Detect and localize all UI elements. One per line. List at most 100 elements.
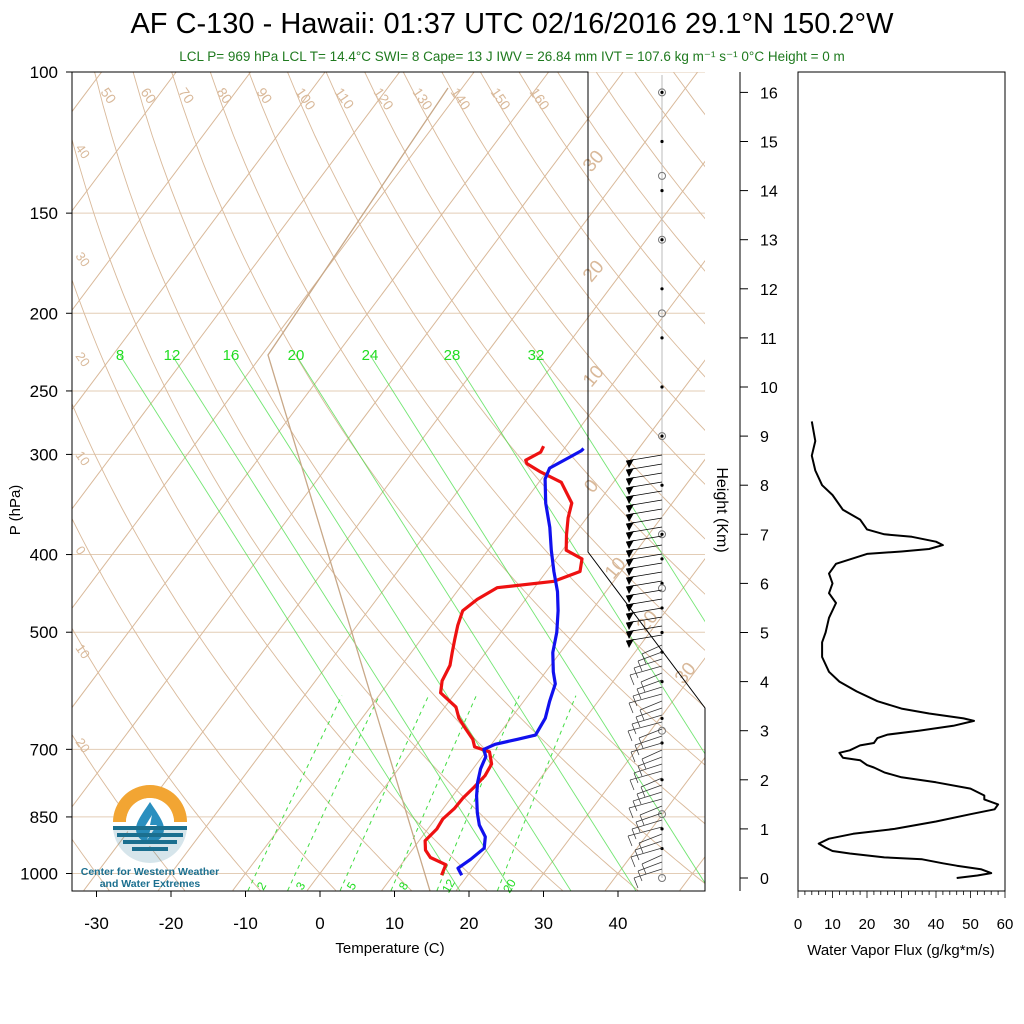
y-tick-label: 200 <box>30 304 58 323</box>
height-tick-label: 3 <box>760 724 769 741</box>
y-tick-label: 250 <box>30 382 58 401</box>
isotherm-left-label: 10 <box>73 641 94 661</box>
height-tick-label: 7 <box>760 527 769 544</box>
isotherm-top-label: 50 <box>98 85 120 107</box>
isotherm-top-label: 80 <box>214 85 236 107</box>
wind-barb <box>635 812 663 823</box>
isotherm-line <box>72 72 624 808</box>
wind-flag <box>626 612 634 621</box>
wind-barb <box>632 695 638 707</box>
parcel-line <box>267 87 449 891</box>
wind-flag <box>626 495 634 504</box>
wind-barb <box>630 751 636 763</box>
x-tick-label: -30 <box>84 914 109 933</box>
isotherm-line <box>72 72 475 609</box>
isotherm-line <box>754 72 1024 890</box>
calm-circle <box>658 432 666 441</box>
wind-barb <box>637 861 663 872</box>
x-tick-label: 0 <box>315 914 324 933</box>
height-tick-label: 6 <box>760 576 769 593</box>
wind-flag <box>626 477 634 486</box>
isotherm-left-label: 30 <box>73 249 94 269</box>
barb-dot <box>660 434 664 438</box>
mixing-ratio-top-label: 20 <box>288 347 305 364</box>
wind-barb <box>632 686 663 697</box>
logo-line-2: and Water Extremes <box>99 878 201 890</box>
calm-circle <box>658 88 666 97</box>
main-frame <box>71 71 706 892</box>
barb-dot <box>660 680 664 684</box>
height-tick-label: 1 <box>760 822 769 839</box>
mixing-ratio-line <box>535 354 705 623</box>
barb-dot <box>660 385 664 389</box>
wind-flag <box>626 522 634 531</box>
barb-dot <box>660 189 664 193</box>
wind-flag <box>626 504 634 513</box>
isotherm-line <box>72 72 177 212</box>
wind-barb <box>632 791 663 802</box>
wind-barb <box>627 721 663 732</box>
dry-adiabat <box>634 72 705 168</box>
calm-circle <box>658 235 666 244</box>
calm-circle <box>658 874 666 882</box>
barb-dot <box>660 532 664 536</box>
mixing-ratio-bottom-label: 20 <box>500 876 519 895</box>
wind-flag <box>626 567 634 576</box>
wind-barb <box>628 798 663 809</box>
y-tick-label: 850 <box>30 808 58 827</box>
mixing-ratio-top-label: 28 <box>444 347 461 364</box>
wind-barb <box>633 658 663 669</box>
x-tick-label: -20 <box>159 914 184 933</box>
calm-circle <box>658 309 666 318</box>
flux-x-tick-label: 50 <box>962 916 979 933</box>
y-tick-label: 400 <box>30 546 58 565</box>
adiabat-right-label: 10 <box>579 362 609 392</box>
barb-dot <box>660 581 664 586</box>
isotherm-left-label: 20 <box>73 735 94 755</box>
x-axis-label: Temperature (C) <box>335 940 444 957</box>
isotherm-left-label: 20 <box>73 349 94 369</box>
isotherm-line <box>72 72 326 411</box>
x-tick-label: 30 <box>534 914 553 933</box>
isotherm-line <box>455 557 705 891</box>
y-tick-label: 100 <box>30 63 58 82</box>
calm-circle <box>658 171 666 180</box>
wind-barb <box>630 856 636 868</box>
mixing-ratio-top-label: 16 <box>223 347 240 364</box>
wind-barb <box>632 800 638 812</box>
wind-barb <box>629 665 663 676</box>
wind-barb <box>641 749 663 760</box>
dry-adiabat <box>364 72 705 540</box>
parcel-path <box>267 87 449 891</box>
mixing-ratio-bottom-label: 5 <box>344 879 360 892</box>
adiabat-right-label: 10 <box>601 554 631 584</box>
dry-adiabat <box>441 72 705 431</box>
wind-flag <box>626 621 634 630</box>
wind-barb <box>629 674 635 686</box>
flux-x-tick-label: 40 <box>928 916 945 933</box>
sounding-profiles <box>423 445 585 876</box>
flux-x-tick-label: 60 <box>997 916 1014 933</box>
wind-barb <box>627 826 663 837</box>
y-tick-label: 500 <box>30 623 58 642</box>
isotherm-top-label: 90 <box>254 85 276 107</box>
wind-barb <box>634 840 663 851</box>
dry-adiabat <box>248 72 705 708</box>
isotherm-line <box>0 72 27 890</box>
wind-barb <box>628 702 634 714</box>
wind-barb <box>641 854 663 865</box>
wind-flag <box>626 576 634 585</box>
height-tick-label: 8 <box>760 478 769 495</box>
isotherm-top-label: 150 <box>488 85 515 113</box>
wind-barb <box>629 779 635 791</box>
dry-adiabat <box>595 72 705 220</box>
y-axis-label: P (hPa) <box>7 485 24 536</box>
flux-x-tick-label: 20 <box>859 916 876 933</box>
wind-barb <box>633 868 663 879</box>
isotherm-top-label: 110 <box>332 85 358 113</box>
x-tick-label: -10 <box>233 914 258 933</box>
mixing-ratio-bottom-label: 12 <box>439 876 458 895</box>
wind-flag <box>626 630 634 639</box>
height-tick-label: 12 <box>760 282 778 299</box>
